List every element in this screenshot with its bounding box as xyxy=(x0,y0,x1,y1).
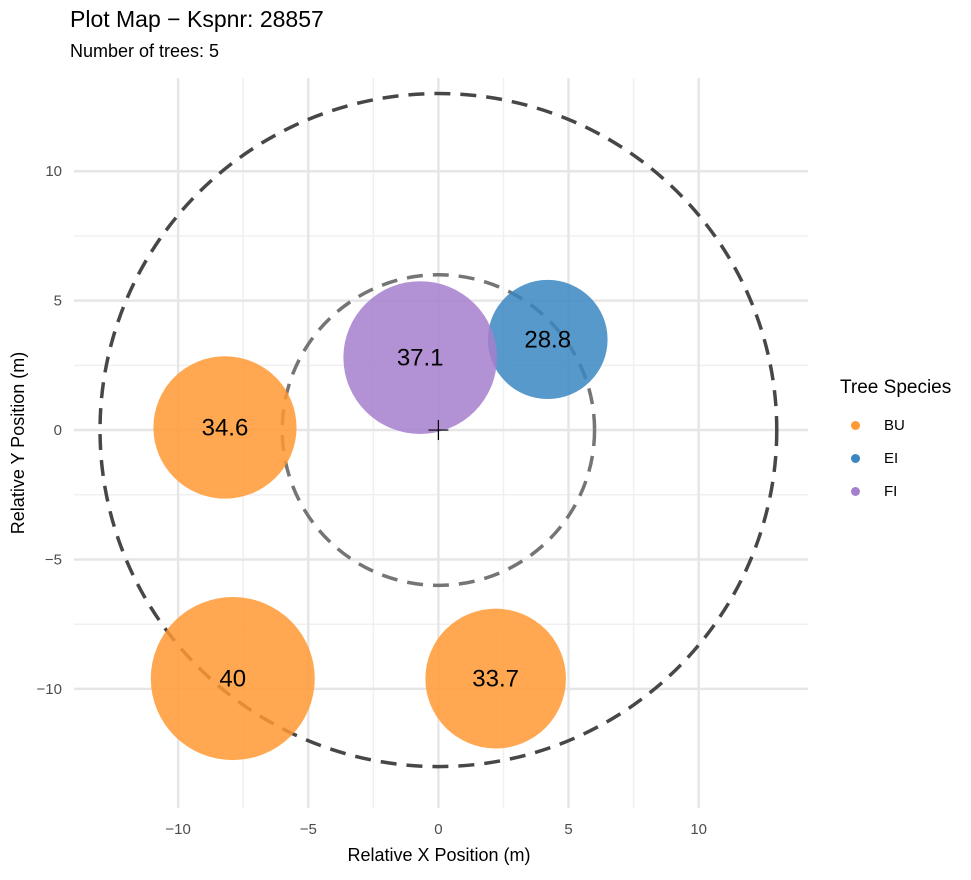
legend-swatch xyxy=(851,454,860,463)
outer-plot-circle xyxy=(98,91,779,769)
tree-labels: 34.6 40 33.7 28.8 37.1 xyxy=(202,326,571,692)
tree-diameter-label: 37.1 xyxy=(397,345,444,372)
x-axis-title: Relative X Position (m) xyxy=(347,845,530,865)
tree-circle-bu xyxy=(425,608,566,749)
axis-ticks: −10 −5 0 5 10 −10 −5 0 5 10 xyxy=(37,163,707,838)
legend-swatch xyxy=(851,487,860,496)
tree-circle-ei xyxy=(487,279,608,399)
y-axis-title: Relative Y Position (m) xyxy=(8,352,28,534)
legend-label: BU xyxy=(884,417,905,434)
inner-plot-circle xyxy=(280,272,597,588)
chart-subtitle: Number of trees: 5 xyxy=(70,41,220,61)
chart-title: Plot Map − Kspnr: 28857 xyxy=(70,6,324,32)
y-tick-label: 10 xyxy=(45,163,62,180)
x-tick-label: 5 xyxy=(564,821,572,838)
tree-circle-bu xyxy=(153,356,297,499)
tree-circle-fi xyxy=(343,281,497,434)
legend-label: EI xyxy=(884,450,899,467)
x-tick-label: −10 xyxy=(165,821,190,838)
tree-circle-bu xyxy=(150,597,315,761)
legend-label: FI xyxy=(884,483,898,500)
legend-item-fi: FI xyxy=(840,475,951,508)
tree-diameter-label: 40 xyxy=(219,666,246,693)
y-tick-label: 5 xyxy=(54,293,62,310)
legend-swatch xyxy=(851,421,860,430)
plot-boundary-circles xyxy=(98,91,779,769)
tree-diameter-label: 34.6 xyxy=(202,414,249,441)
y-tick-label: −5 xyxy=(45,551,62,568)
legend-item-ei: EI xyxy=(840,442,951,475)
legend-title: Tree Species xyxy=(840,377,952,398)
x-tick-label: 10 xyxy=(690,821,707,838)
x-tick-label: −5 xyxy=(300,821,317,838)
x-tick-label: 0 xyxy=(434,821,442,838)
center-marker xyxy=(428,420,449,441)
y-tick-label: −10 xyxy=(37,681,62,698)
tree-markers xyxy=(150,279,608,761)
y-tick-label: 0 xyxy=(54,422,62,439)
tree-diameter-label: 33.7 xyxy=(472,666,519,693)
tree-diameter-label: 28.8 xyxy=(524,326,571,353)
legend-item-bu: BU xyxy=(840,409,951,442)
legend-items: BU EI FI xyxy=(840,409,951,508)
legend: Tree Species BU EI FI xyxy=(840,377,951,508)
